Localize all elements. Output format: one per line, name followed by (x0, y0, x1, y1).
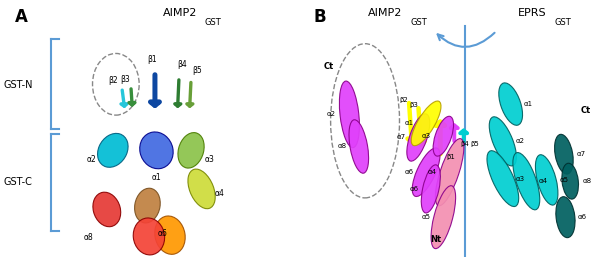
Ellipse shape (435, 139, 464, 206)
Text: Ct: Ct (581, 106, 591, 115)
Text: α2: α2 (515, 138, 524, 144)
Text: β1: β1 (147, 55, 157, 64)
Text: α1: α1 (405, 120, 414, 126)
Text: α6: α6 (158, 229, 168, 238)
Ellipse shape (407, 114, 430, 161)
Ellipse shape (513, 153, 540, 210)
Text: β3: β3 (120, 75, 130, 84)
Ellipse shape (140, 132, 173, 169)
Text: B: B (313, 8, 326, 26)
Text: α8: α8 (337, 143, 346, 150)
Ellipse shape (178, 133, 204, 168)
Text: β4: β4 (460, 141, 469, 147)
Text: α1: α1 (152, 173, 161, 182)
Text: β2: β2 (108, 76, 118, 85)
Text: α3: α3 (515, 176, 524, 182)
Text: β4: β4 (177, 60, 187, 69)
Text: α6: α6 (409, 186, 418, 192)
Ellipse shape (499, 83, 523, 125)
Ellipse shape (556, 197, 575, 238)
Text: GST: GST (204, 18, 221, 27)
Ellipse shape (340, 81, 359, 148)
Text: α8: α8 (583, 178, 592, 184)
Text: α4: α4 (428, 169, 437, 175)
Text: β5: β5 (192, 66, 202, 75)
Text: β1: β1 (446, 154, 456, 160)
Text: α1: α1 (523, 101, 532, 107)
Text: α6: α6 (405, 169, 414, 175)
Text: Nt: Nt (430, 235, 441, 244)
Text: AIMP2: AIMP2 (163, 8, 198, 18)
Text: AIMP2: AIMP2 (368, 8, 403, 18)
Text: A: A (15, 8, 28, 26)
Text: α5: α5 (422, 214, 431, 220)
Ellipse shape (98, 133, 128, 167)
Ellipse shape (433, 116, 454, 156)
Text: α3: α3 (422, 133, 431, 139)
Text: α8: α8 (84, 233, 93, 242)
Text: α6: α6 (578, 214, 587, 220)
Text: α2: α2 (326, 111, 335, 117)
Text: α7: α7 (397, 134, 406, 141)
Ellipse shape (554, 134, 573, 174)
Text: GST: GST (554, 18, 571, 27)
Text: EPRS: EPRS (518, 8, 547, 18)
Ellipse shape (431, 186, 456, 249)
Text: β3: β3 (409, 102, 418, 108)
Ellipse shape (188, 169, 216, 209)
Ellipse shape (133, 218, 165, 255)
Ellipse shape (535, 155, 558, 205)
Ellipse shape (489, 117, 516, 166)
Ellipse shape (412, 148, 440, 197)
Ellipse shape (487, 151, 519, 207)
Text: α4: α4 (215, 189, 225, 198)
Text: α5: α5 (559, 177, 568, 183)
Ellipse shape (562, 163, 578, 199)
Ellipse shape (411, 101, 441, 146)
Text: GST-N: GST-N (3, 80, 33, 90)
Ellipse shape (349, 120, 368, 173)
Text: β5: β5 (470, 141, 479, 147)
Text: α7: α7 (577, 151, 586, 157)
Ellipse shape (134, 188, 160, 223)
Ellipse shape (155, 216, 185, 254)
Text: α3: α3 (204, 155, 214, 164)
Ellipse shape (421, 165, 440, 213)
Text: β2: β2 (400, 97, 408, 103)
Text: α4: α4 (539, 178, 548, 184)
Text: Ct: Ct (324, 62, 334, 71)
Ellipse shape (93, 192, 121, 227)
Text: α2: α2 (87, 155, 96, 164)
Text: GST: GST (410, 18, 427, 27)
Text: GST-C: GST-C (3, 178, 32, 187)
